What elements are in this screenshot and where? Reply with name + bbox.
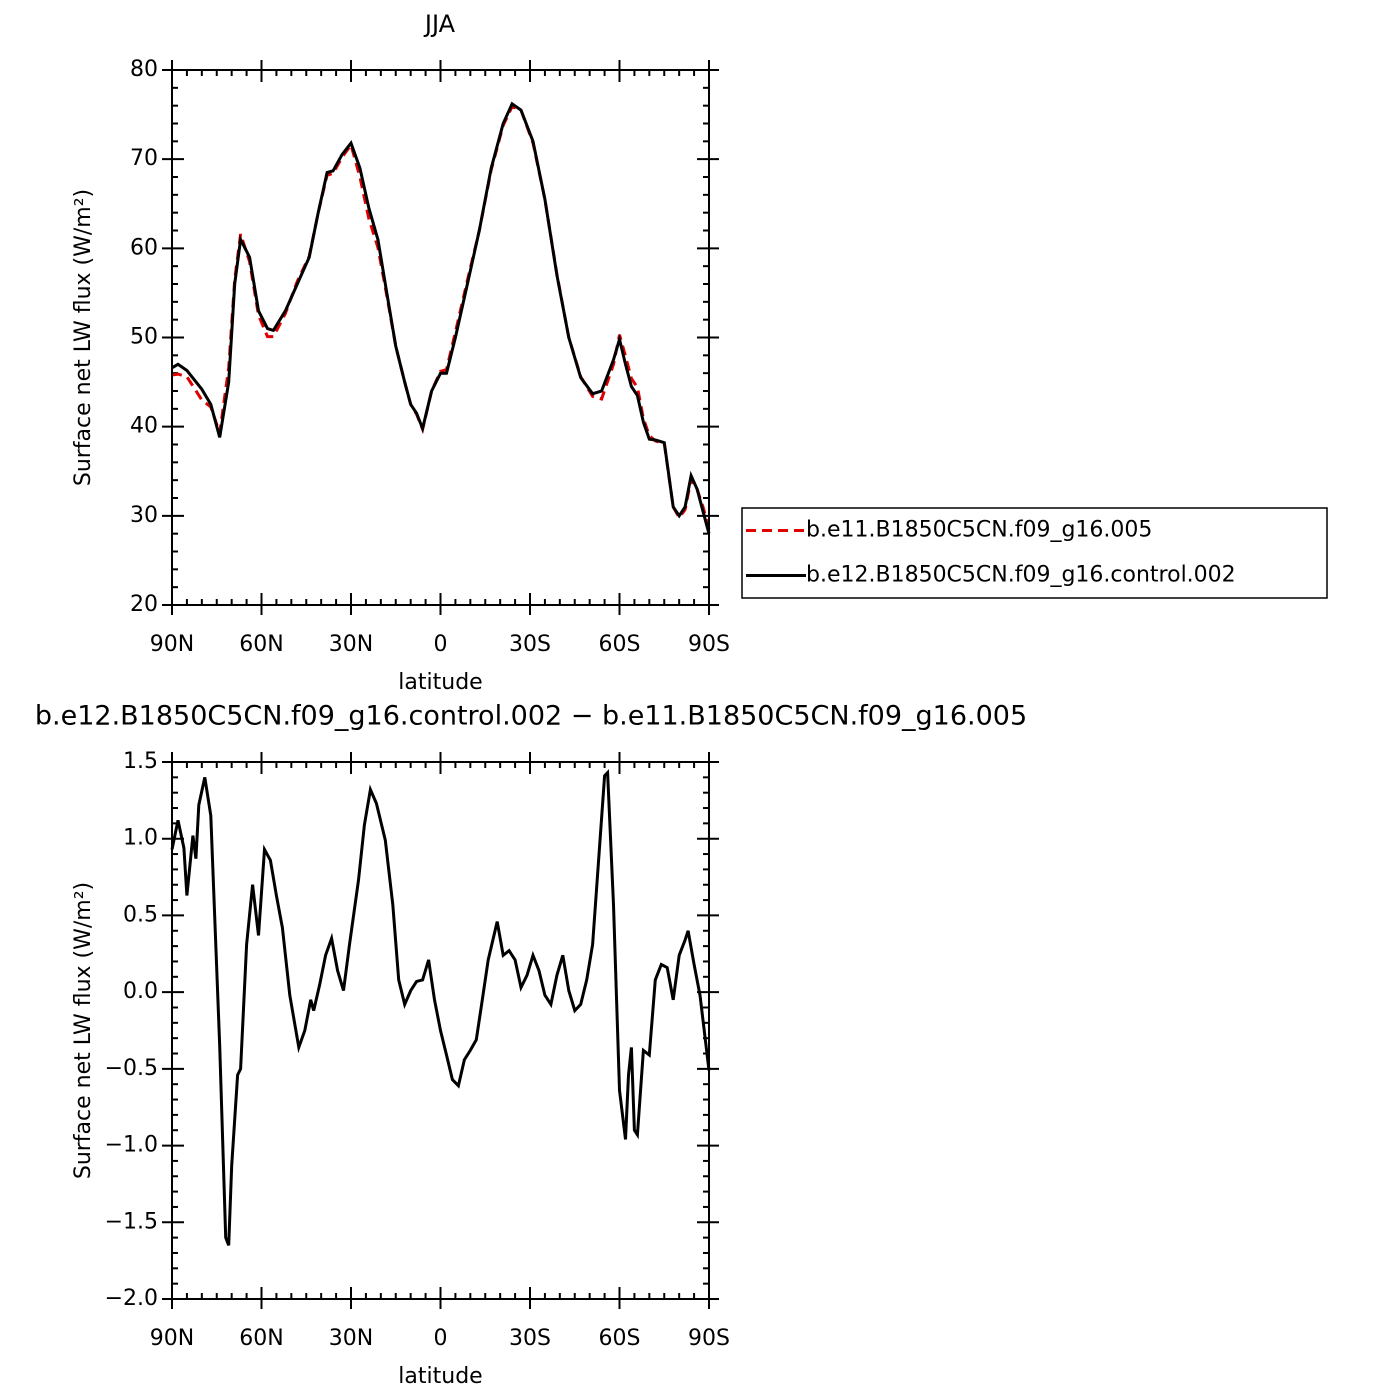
legend-label: b.e11.B1850C5CN.f09_g16.005 bbox=[806, 518, 1152, 543]
y-tick-label: 0.5 bbox=[123, 902, 158, 927]
x-tick-label: 60N bbox=[239, 1326, 283, 1351]
x-tick-label: 30N bbox=[329, 632, 373, 657]
x-tick-label: 90N bbox=[150, 632, 194, 657]
y-tick-label: 20 bbox=[130, 592, 158, 617]
y-tick-label: 80 bbox=[130, 57, 158, 82]
y-tick-label: −1.0 bbox=[105, 1133, 158, 1158]
y-axis-title: Surface net LW flux (W/m²) bbox=[71, 882, 96, 1179]
x-tick-label: 90S bbox=[688, 1326, 730, 1351]
x-tick-label: 0 bbox=[434, 1326, 448, 1351]
data-line bbox=[170, 769, 711, 1246]
y-tick-label: 40 bbox=[130, 414, 158, 439]
plot-frame bbox=[171, 69, 710, 606]
x-tick-label: 60S bbox=[599, 1326, 641, 1351]
legend-label: b.e12.B1850C5CN.f09_g16.control.002 bbox=[806, 563, 1236, 588]
x-tick-label: 30S bbox=[509, 632, 551, 657]
x-axis-title: latitude bbox=[398, 1364, 482, 1389]
y-tick-label: 1.5 bbox=[123, 749, 158, 774]
x-tick-label: 60N bbox=[239, 632, 283, 657]
chart-title: b.e12.B1850C5CN.f09_g16.control.002 − b.… bbox=[35, 701, 1027, 732]
x-tick-label: 30N bbox=[329, 1326, 373, 1351]
x-tick-label: 60S bbox=[599, 632, 641, 657]
plot-frame bbox=[171, 761, 710, 1300]
legend-box bbox=[741, 507, 1328, 599]
y-tick-label: −0.5 bbox=[105, 1056, 158, 1081]
x-tick-label: 30S bbox=[509, 1326, 551, 1351]
y-tick-label: 30 bbox=[130, 503, 158, 528]
y-axis-title: Surface net LW flux (W/m²) bbox=[71, 189, 96, 486]
y-tick-label: 70 bbox=[130, 146, 158, 171]
y-tick-label: −2.0 bbox=[105, 1286, 158, 1311]
data-line bbox=[171, 101, 711, 535]
x-tick-label: 90S bbox=[688, 632, 730, 657]
x-tick-label: 0 bbox=[434, 632, 448, 657]
y-tick-label: 1.0 bbox=[123, 826, 158, 851]
chart-title: JJA bbox=[423, 10, 456, 38]
y-tick-label: 0.0 bbox=[123, 979, 158, 1004]
x-tick-label: 90N bbox=[150, 1326, 194, 1351]
y-tick-label: 50 bbox=[130, 325, 158, 350]
y-tick-label: −1.5 bbox=[105, 1209, 158, 1234]
x-axis-title: latitude bbox=[398, 670, 482, 695]
y-tick-label: 60 bbox=[130, 235, 158, 260]
data-line bbox=[171, 104, 711, 530]
